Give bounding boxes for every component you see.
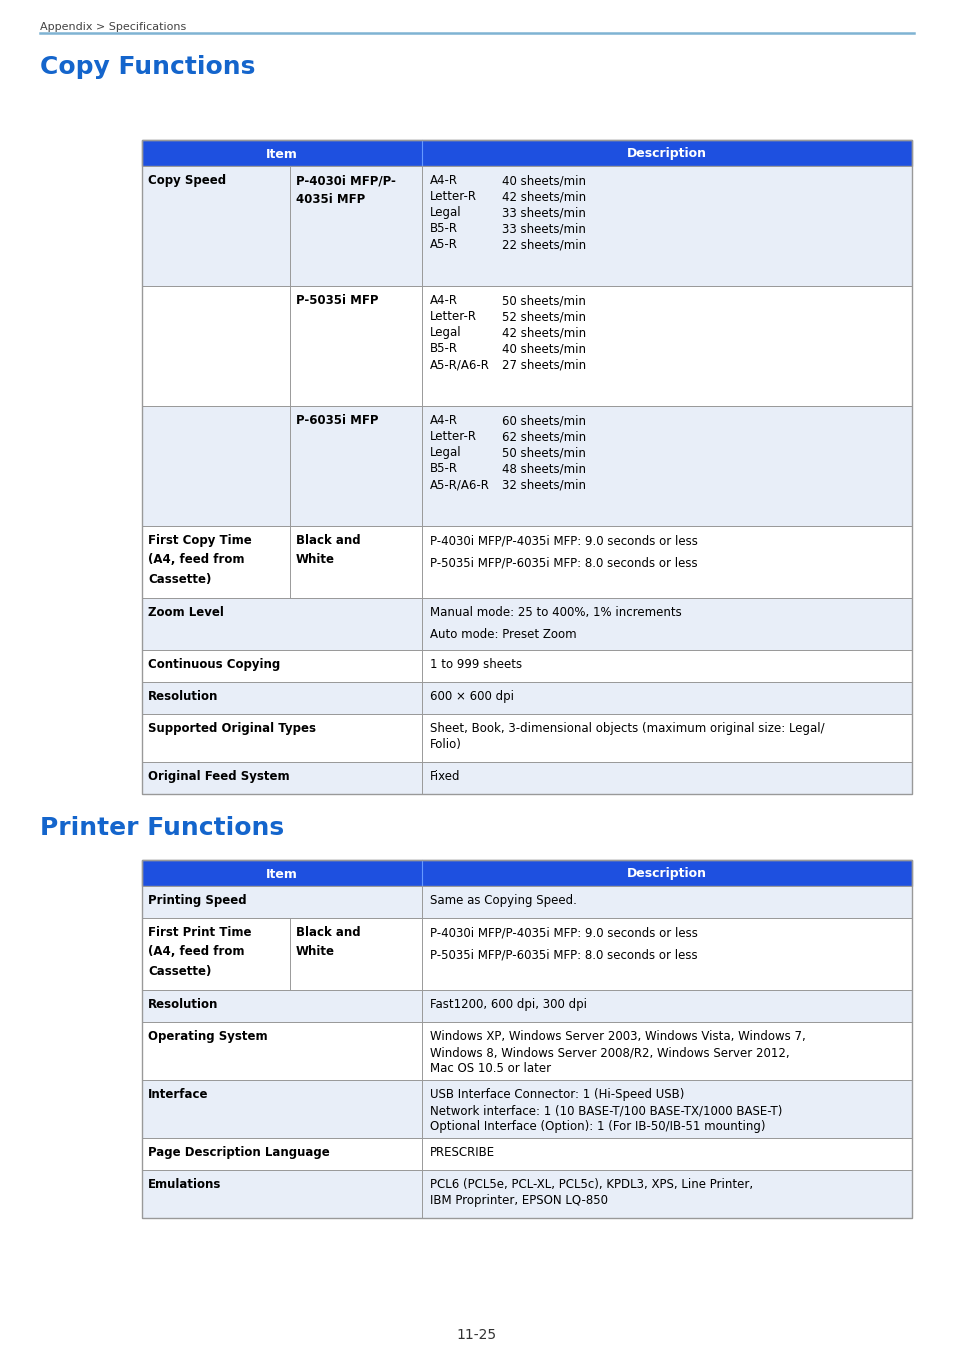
Text: P-5035i MFP/P-6035i MFP: 8.0 seconds or less: P-5035i MFP/P-6035i MFP: 8.0 seconds or … <box>430 556 697 568</box>
Bar <box>142 1170 911 1218</box>
Text: 48 sheets/min: 48 sheets/min <box>501 462 585 475</box>
Text: Windows 8, Windows Server 2008/R2, Windows Server 2012,: Windows 8, Windows Server 2008/R2, Windo… <box>430 1046 789 1058</box>
Text: Fast1200, 600 dpi, 300 dpi: Fast1200, 600 dpi, 300 dpi <box>430 998 586 1011</box>
Text: Appendix > Specifications: Appendix > Specifications <box>40 22 186 32</box>
Text: B5-R: B5-R <box>430 462 457 475</box>
Bar <box>142 1080 911 1138</box>
Text: Fixed: Fixed <box>430 769 460 783</box>
Text: Legal: Legal <box>430 446 461 459</box>
Text: B5-R: B5-R <box>430 221 457 235</box>
Text: P-6035i MFP: P-6035i MFP <box>295 414 378 427</box>
Text: Black and
White: Black and White <box>295 535 360 567</box>
Text: P-4030i MFP/P-4035i MFP: 9.0 seconds or less: P-4030i MFP/P-4035i MFP: 9.0 seconds or … <box>430 535 698 547</box>
Text: 32 sheets/min: 32 sheets/min <box>501 478 585 491</box>
Bar <box>142 860 911 886</box>
Text: Resolution: Resolution <box>148 690 218 703</box>
Bar <box>142 1138 911 1170</box>
Text: P-4030i MFP/P-
4035i MFP: P-4030i MFP/P- 4035i MFP <box>295 174 395 207</box>
Text: Manual mode: 25 to 400%, 1% increments: Manual mode: 25 to 400%, 1% increments <box>430 606 681 620</box>
Text: Emulations: Emulations <box>148 1179 221 1191</box>
Text: 600 × 600 dpi: 600 × 600 dpi <box>430 690 514 703</box>
Text: Continuous Copying: Continuous Copying <box>148 657 280 671</box>
Text: Legal: Legal <box>430 325 461 339</box>
Text: 33 sheets/min: 33 sheets/min <box>501 221 585 235</box>
Bar <box>142 761 911 794</box>
Text: Folio): Folio) <box>430 738 461 751</box>
Text: P-4030i MFP/P-4035i MFP: 9.0 seconds or less: P-4030i MFP/P-4035i MFP: 9.0 seconds or … <box>430 926 698 940</box>
Text: Description: Description <box>626 147 706 161</box>
Text: 42 sheets/min: 42 sheets/min <box>501 190 585 202</box>
Text: Windows XP, Windows Server 2003, Windows Vista, Windows 7,: Windows XP, Windows Server 2003, Windows… <box>430 1030 805 1044</box>
Text: A4-R: A4-R <box>430 294 457 306</box>
Text: B5-R: B5-R <box>430 342 457 355</box>
Text: Copy Speed: Copy Speed <box>148 174 226 188</box>
Text: 50 sheets/min: 50 sheets/min <box>501 294 585 306</box>
Text: Printing Speed: Printing Speed <box>148 894 247 907</box>
Text: A5-R: A5-R <box>430 238 457 251</box>
Text: First Print Time
(A4, feed from
Cassette): First Print Time (A4, feed from Cassette… <box>148 926 252 977</box>
Text: 40 sheets/min: 40 sheets/min <box>501 174 585 188</box>
Text: Legal: Legal <box>430 207 461 219</box>
Text: Network interface: 1 (10 BASE-T/100 BASE-TX/1000 BASE-T): Network interface: 1 (10 BASE-T/100 BASE… <box>430 1104 781 1116</box>
Text: Original Feed System: Original Feed System <box>148 769 290 783</box>
Bar <box>142 406 911 526</box>
Bar <box>142 918 911 990</box>
Text: 27 sheets/min: 27 sheets/min <box>501 358 585 371</box>
Text: 22 sheets/min: 22 sheets/min <box>501 238 585 251</box>
Text: Optional Interface (Option): 1 (For IB-50/IB-51 mounting): Optional Interface (Option): 1 (For IB-5… <box>430 1120 764 1133</box>
Text: Same as Copying Speed.: Same as Copying Speed. <box>430 894 577 907</box>
Text: 40 sheets/min: 40 sheets/min <box>501 342 585 355</box>
Text: 11-25: 11-25 <box>456 1328 497 1342</box>
Text: Zoom Level: Zoom Level <box>148 606 224 620</box>
Text: Sheet, Book, 3-dimensional objects (maximum original size: Legal/: Sheet, Book, 3-dimensional objects (maxi… <box>430 722 823 734</box>
Text: Black and
White: Black and White <box>295 926 360 958</box>
Text: Letter-R: Letter-R <box>430 310 476 323</box>
Bar <box>142 714 911 761</box>
Text: IBM Proprinter, EPSON LQ-850: IBM Proprinter, EPSON LQ-850 <box>430 1193 607 1207</box>
Text: 62 sheets/min: 62 sheets/min <box>501 431 585 443</box>
Text: PRESCRIBE: PRESCRIBE <box>430 1146 495 1160</box>
Text: Supported Original Types: Supported Original Types <box>148 722 315 734</box>
Bar <box>142 140 911 794</box>
Text: A5-R/A6-R: A5-R/A6-R <box>430 478 489 491</box>
Text: A4-R: A4-R <box>430 414 457 427</box>
Text: Item: Item <box>266 147 297 161</box>
Bar <box>142 649 911 682</box>
Text: Printer Functions: Printer Functions <box>40 815 284 840</box>
Text: 42 sheets/min: 42 sheets/min <box>501 325 585 339</box>
Text: USB Interface Connector: 1 (Hi-Speed USB): USB Interface Connector: 1 (Hi-Speed USB… <box>430 1088 683 1102</box>
Text: Item: Item <box>266 868 297 880</box>
Text: Copy Functions: Copy Functions <box>40 55 255 80</box>
Bar <box>142 166 911 286</box>
Bar <box>142 140 911 166</box>
Bar <box>142 526 911 598</box>
Text: 60 sheets/min: 60 sheets/min <box>501 414 585 427</box>
Text: Letter-R: Letter-R <box>430 190 476 202</box>
Text: Auto mode: Preset Zoom: Auto mode: Preset Zoom <box>430 628 576 641</box>
Text: P-5035i MFP: P-5035i MFP <box>295 294 378 306</box>
Bar <box>142 886 911 918</box>
Text: 33 sheets/min: 33 sheets/min <box>501 207 585 219</box>
Bar <box>142 990 911 1022</box>
Bar <box>142 286 911 406</box>
Text: First Copy Time
(A4, feed from
Cassette): First Copy Time (A4, feed from Cassette) <box>148 535 252 586</box>
Text: 52 sheets/min: 52 sheets/min <box>501 310 585 323</box>
Text: Interface: Interface <box>148 1088 209 1102</box>
Text: PCL6 (PCL5e, PCL-XL, PCL5c), KPDL3, XPS, Line Printer,: PCL6 (PCL5e, PCL-XL, PCL5c), KPDL3, XPS,… <box>430 1179 752 1191</box>
Text: Description: Description <box>626 868 706 880</box>
Text: Page Description Language: Page Description Language <box>148 1146 330 1160</box>
Bar <box>142 682 911 714</box>
Bar <box>142 1022 911 1080</box>
Bar <box>142 598 911 649</box>
Text: Operating System: Operating System <box>148 1030 268 1044</box>
Text: 1 to 999 sheets: 1 to 999 sheets <box>430 657 521 671</box>
Text: Mac OS 10.5 or later: Mac OS 10.5 or later <box>430 1062 551 1075</box>
Text: P-5035i MFP/P-6035i MFP: 8.0 seconds or less: P-5035i MFP/P-6035i MFP: 8.0 seconds or … <box>430 948 697 961</box>
Text: Letter-R: Letter-R <box>430 431 476 443</box>
Bar <box>142 860 911 1218</box>
Text: A4-R: A4-R <box>430 174 457 188</box>
Text: Resolution: Resolution <box>148 998 218 1011</box>
Text: 50 sheets/min: 50 sheets/min <box>501 446 585 459</box>
Text: A5-R/A6-R: A5-R/A6-R <box>430 358 489 371</box>
